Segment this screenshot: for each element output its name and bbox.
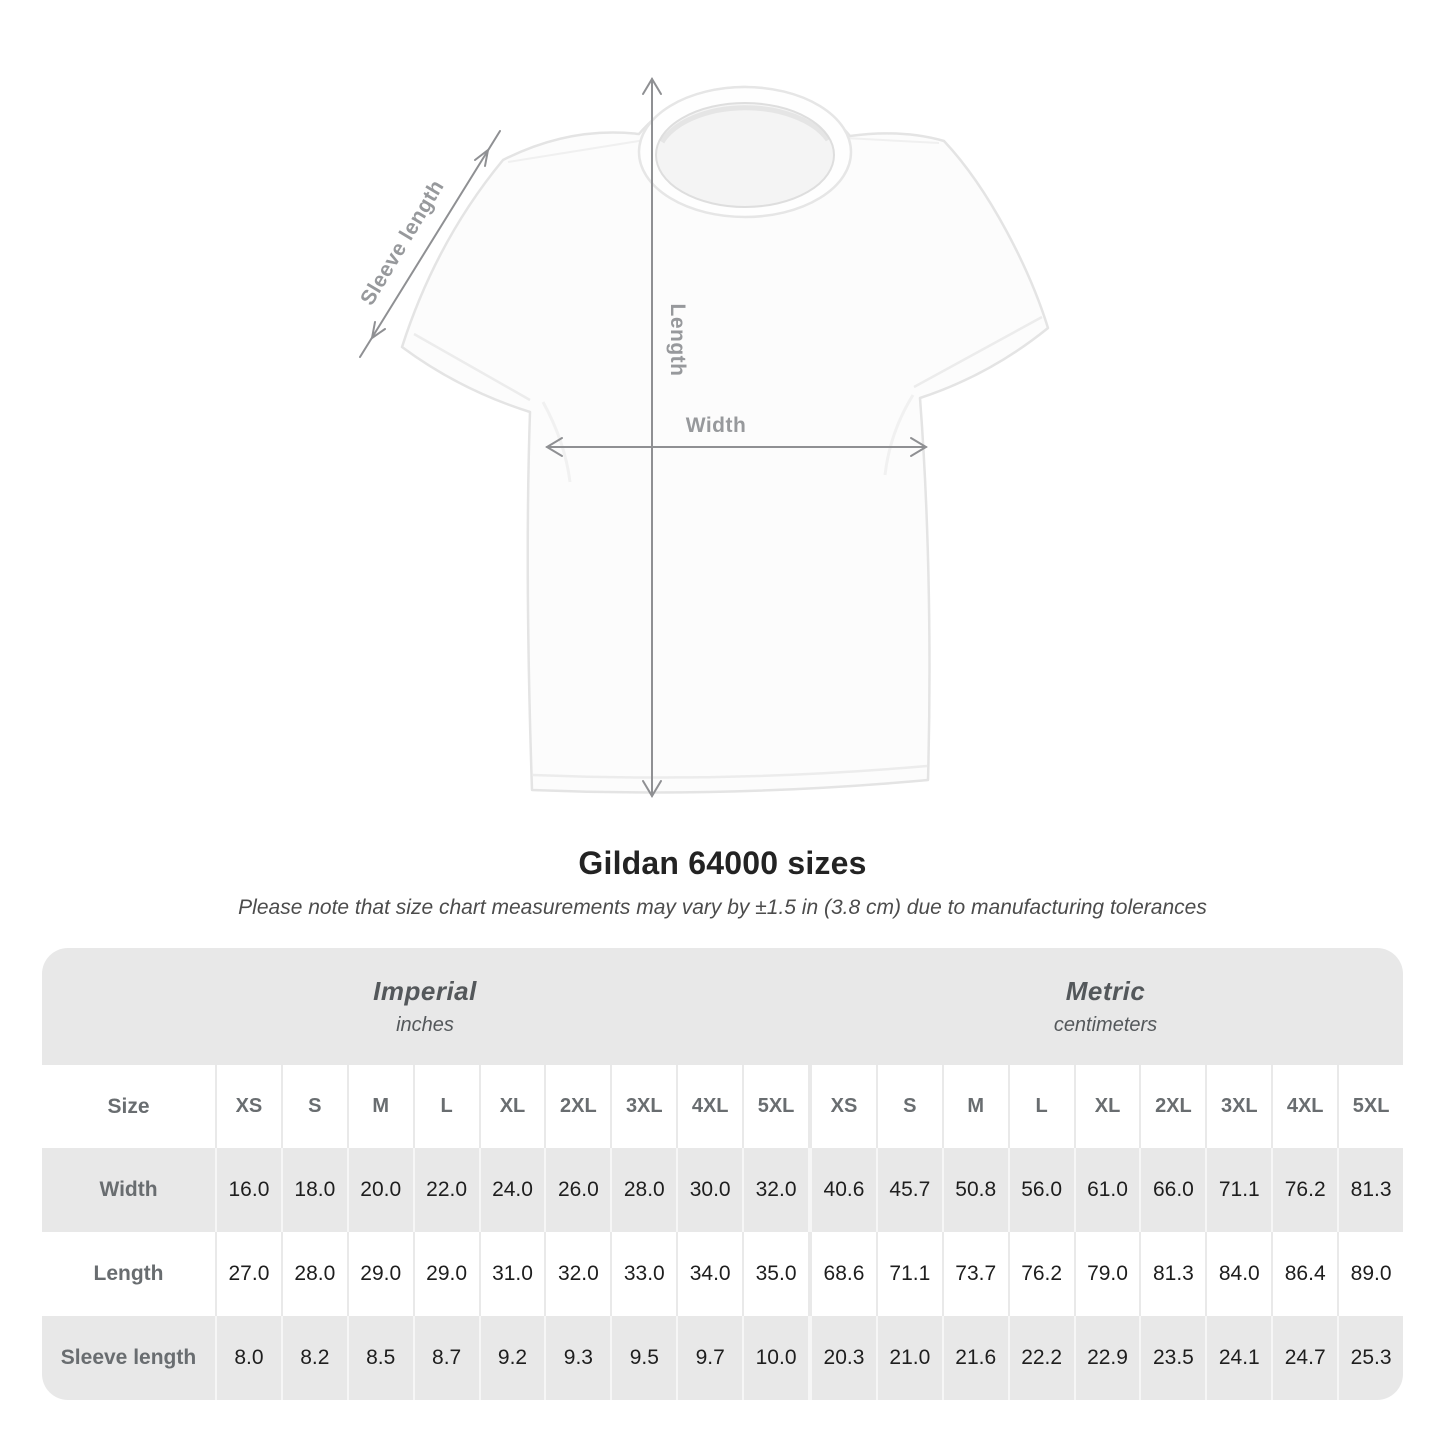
table-cell: 50.8	[944, 1148, 1010, 1232]
table-cell: 34.0	[678, 1232, 745, 1316]
size-header: 4XL	[678, 1065, 745, 1148]
table-cell: 20.0	[349, 1148, 415, 1232]
size-header: S	[878, 1065, 944, 1148]
size-header: 2XL	[546, 1065, 613, 1148]
table-cell: 84.0	[1207, 1232, 1274, 1316]
table-cell: 10.0	[744, 1316, 813, 1400]
tshirt-illustration	[400, 85, 1050, 794]
length-arrow	[642, 77, 662, 798]
table-cell: 81.3	[1350, 1178, 1392, 1201]
row-label: Width	[42, 1148, 217, 1232]
table-cell: 45.7	[878, 1148, 944, 1232]
table-cell: 9.7	[678, 1316, 745, 1400]
table-cell: 8.2	[283, 1316, 349, 1400]
table-cell: 9.5	[612, 1316, 679, 1400]
table-cell: 28.0	[612, 1148, 679, 1232]
table-cell: 24.0	[481, 1148, 547, 1232]
table-cell: 16.0	[217, 1148, 283, 1232]
table-cell: 8.0	[217, 1316, 283, 1400]
page-title: Gildan 64000 sizes	[578, 845, 867, 881]
size-header: 2XL	[1141, 1065, 1208, 1148]
length-label: Length	[666, 304, 689, 377]
row-label: Length	[42, 1232, 217, 1316]
size-header: L	[415, 1065, 481, 1148]
table-cell: 29.0	[415, 1232, 481, 1316]
size-header: XS	[217, 1065, 283, 1148]
table-cell: 35.0	[744, 1232, 813, 1316]
table-row-length: Length 27.0 28.0 29.0 29.0 31.0 32.0 33.…	[42, 1232, 1403, 1316]
table-cell: 61.0	[1076, 1148, 1142, 1232]
metric-label: Metric	[1065, 976, 1146, 1006]
table-cell: 23.5	[1141, 1316, 1208, 1400]
table-cell: 21.6	[944, 1316, 1010, 1400]
size-header: 3XL	[612, 1065, 679, 1148]
size-header: XS	[812, 1065, 878, 1148]
table-cell: 22.2	[1010, 1316, 1076, 1400]
table-cell: 9.3	[546, 1316, 613, 1400]
size-header: M	[944, 1065, 1010, 1148]
table-cell: 79.0	[1076, 1232, 1142, 1316]
table-cell: 32.0	[546, 1232, 613, 1316]
table-cell: 86.4	[1273, 1232, 1340, 1316]
table-cell: 33.0	[612, 1232, 679, 1316]
size-header: L	[1010, 1065, 1076, 1148]
imperial-label: Imperial	[373, 976, 477, 1006]
size-header: 4XL	[1273, 1065, 1340, 1148]
table-cell: 9.2	[481, 1316, 547, 1400]
width-arrow	[545, 437, 928, 457]
row-label: Sleeve length	[42, 1316, 217, 1400]
table-cell: 26.0	[546, 1148, 613, 1232]
size-header: XL	[481, 1065, 547, 1148]
table-cell: 89.0	[1350, 1262, 1392, 1285]
size-header: 3XL	[1207, 1065, 1274, 1148]
size-column-header: Size	[42, 1065, 217, 1148]
size-header: 5XL	[1352, 1095, 1390, 1117]
table-cell: 68.6	[812, 1232, 878, 1316]
table-cell: 24.1	[1207, 1316, 1274, 1400]
table-cell: 8.7	[415, 1316, 481, 1400]
table-cell: 28.0	[283, 1232, 349, 1316]
size-header: 5XL	[744, 1065, 813, 1148]
metric-unit: centimeters	[1053, 1014, 1158, 1036]
metric-section-header: Metric centimeters	[808, 948, 1403, 1065]
table-cell: 25.3	[1350, 1346, 1392, 1369]
table-cell: 31.0	[481, 1232, 547, 1316]
size-header: M	[349, 1065, 415, 1148]
table-cell: 29.0	[349, 1232, 415, 1316]
size-table: Imperial inches Metric centimeters Size …	[42, 948, 1403, 1400]
table-cell: 27.0	[217, 1232, 283, 1316]
table-cell: 71.1	[1207, 1148, 1274, 1232]
table-cell: 76.2	[1010, 1232, 1076, 1316]
table-cell: 8.5	[349, 1316, 415, 1400]
table-cell: 73.7	[944, 1232, 1010, 1316]
table-cell: 18.0	[283, 1148, 349, 1232]
table-row-sleeve-length: Sleeve length 8.0 8.2 8.5 8.7 9.2 9.3 9.…	[42, 1316, 1403, 1400]
imperial-section-header: Imperial inches	[42, 948, 808, 1065]
imperial-unit: inches	[396, 1014, 454, 1036]
table-cell: 76.2	[1273, 1148, 1340, 1232]
width-label: Width	[686, 414, 747, 437]
table-cell: 81.3	[1141, 1232, 1208, 1316]
size-header: XL	[1076, 1065, 1142, 1148]
table-row-width: Width 16.0 18.0 20.0 22.0 24.0 26.0 28.0…	[42, 1148, 1403, 1232]
table-cell: 56.0	[1010, 1148, 1076, 1232]
table-cell: 40.6	[812, 1148, 878, 1232]
table-cell: 21.0	[878, 1316, 944, 1400]
table-cell: 24.7	[1273, 1316, 1340, 1400]
tolerance-note: Please note that size chart measurements…	[238, 896, 1207, 919]
table-cell: 66.0	[1141, 1148, 1208, 1232]
size-header: S	[283, 1065, 349, 1148]
table-cell: 20.3	[812, 1316, 878, 1400]
table-cell: 71.1	[878, 1232, 944, 1316]
collar	[637, 85, 853, 219]
unit-header-band: Imperial inches Metric centimeters	[42, 948, 1403, 1065]
table-cell: 32.0	[744, 1148, 813, 1232]
tshirt-measurement-diagram: Length Width Sleeve length	[356, 77, 1050, 798]
table-cell: 22.0	[415, 1148, 481, 1232]
size-header-row: Size XS S M L XL 2XL 3XL 4XL 5XL XS S M …	[42, 1065, 1403, 1148]
sleeve-length-arrow	[359, 130, 501, 358]
table-cell: 22.9	[1076, 1316, 1142, 1400]
table-cell: 30.0	[678, 1148, 745, 1232]
